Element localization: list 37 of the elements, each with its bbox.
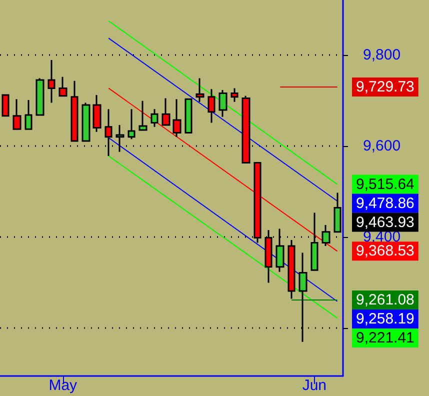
candlestick	[138, 100, 148, 131]
candlestick	[230, 87, 238, 103]
candlestick	[2, 94, 10, 117]
candlestick	[150, 108, 158, 128]
text: 9,478.86	[356, 194, 414, 212]
candlestick	[218, 89, 228, 118]
text: 9,368.53	[356, 242, 414, 260]
text: 9,261.08	[356, 292, 414, 309]
candlestick	[288, 239, 296, 300]
candlestick	[334, 192, 342, 233]
candlestick	[36, 77, 44, 116]
candlestick	[92, 94, 102, 133]
y-tick-label: 9,800	[363, 46, 401, 64]
candlestick	[208, 88, 216, 124]
candlestick	[104, 108, 112, 157]
candlestick	[70, 80, 78, 142]
text: 9,729.73	[356, 78, 414, 96]
candlestick	[82, 102, 90, 142]
candlestick	[196, 77, 204, 103]
candlestick	[116, 124, 124, 153]
y-tick-label: 9,600	[363, 137, 401, 154]
candlestick	[322, 224, 330, 247]
candlestick	[128, 108, 136, 140]
text: 9,258.19	[356, 310, 414, 328]
y-tick-label: 9,400	[363, 228, 401, 246]
candlestick	[24, 99, 32, 130]
candlestick	[48, 59, 56, 104]
candlestick	[162, 97, 170, 126]
candlestick	[172, 98, 182, 138]
x-tick-label: Jun	[302, 377, 327, 394]
candlestick	[58, 76, 68, 97]
candlestick	[12, 98, 22, 130]
text: 9,515.64	[356, 176, 414, 193]
x-tick-label: May	[48, 377, 78, 394]
text: 9,463.93	[356, 214, 414, 231]
text: 9,221.41	[356, 330, 414, 347]
candlestick	[184, 98, 192, 134]
